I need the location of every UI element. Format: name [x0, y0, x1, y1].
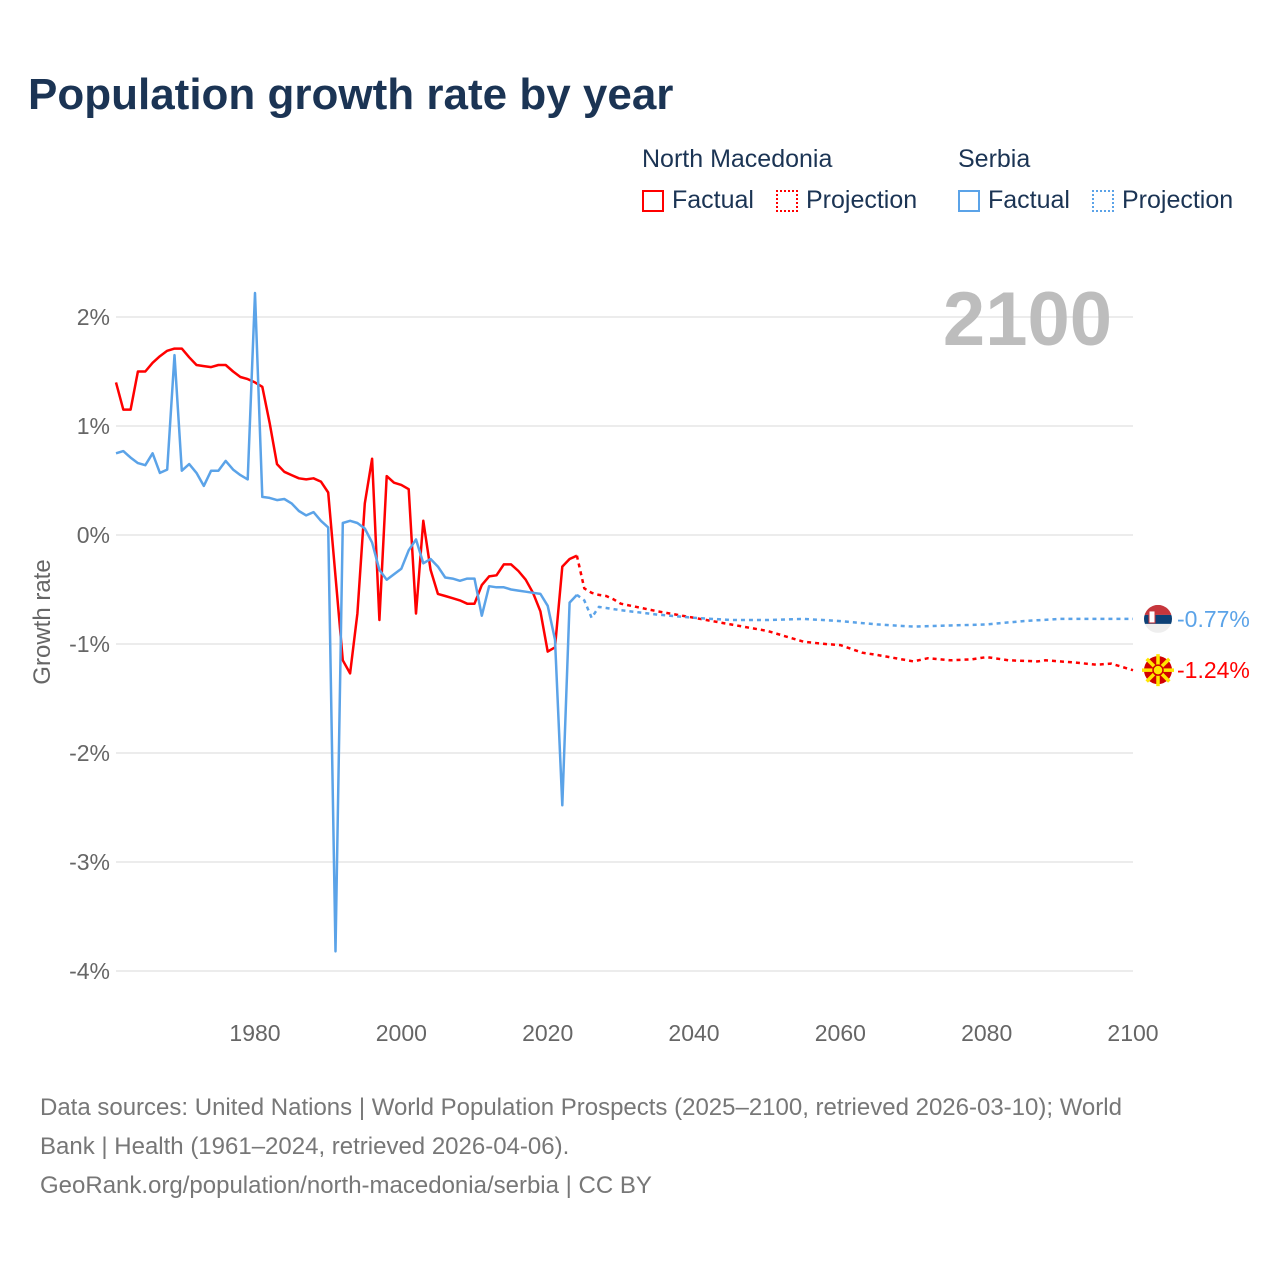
series-line-north-macedonia-factual	[114, 347, 578, 675]
x-tick-label: 2080	[961, 1020, 1012, 1046]
legend-serbia-projection[interactable]: Projection	[1092, 186, 1233, 215]
legend-swatch-solid	[958, 189, 980, 212]
legend-swatch-solid	[642, 189, 664, 212]
end-value-label: -0.77%	[1177, 606, 1250, 632]
flag-coat-of-arms	[1148, 610, 1156, 624]
flag-stripes	[1144, 604, 1172, 633]
legend-label: Factual	[672, 186, 754, 214]
series-line-north-macedonia-projection	[575, 555, 1134, 672]
y-tick-label: 1%	[77, 413, 110, 439]
legend-serbia-factual[interactable]: Factual	[958, 186, 1070, 215]
x-tick-label: 2020	[522, 1020, 573, 1046]
legend-label: Factual	[988, 186, 1070, 214]
legend-group-north-macedonia: North Macedonia	[642, 145, 833, 173]
y-tick-label: -1%	[69, 631, 110, 657]
flag-blue-stripe	[1144, 614, 1172, 624]
flag-white-stripe	[1144, 623, 1172, 633]
y-tick-label: -4%	[69, 958, 110, 984]
footer: Data sources: United Nations | World Pop…	[40, 1088, 1240, 1205]
source-link[interactable]: GeoRank.org/population/north-macedonia/s…	[40, 1172, 652, 1199]
year-overlay: 2100	[942, 277, 1112, 362]
chart-title: Population growth rate by year	[28, 70, 674, 119]
x-tick-label: 2060	[815, 1020, 866, 1046]
x-tick-label: 2040	[668, 1020, 719, 1046]
flag-sun	[1152, 664, 1164, 676]
legend-swatch-dotted	[1092, 189, 1114, 212]
legend-label: Projection	[806, 186, 918, 214]
data-sources-line1: Data sources: United Nations | World Pop…	[40, 1094, 1122, 1121]
legend-swatch-dotted	[776, 189, 798, 212]
flag-red-stripe	[1144, 604, 1172, 615]
flag-north-macedonia-icon	[1142, 654, 1174, 687]
x-tick-label: 1980	[229, 1020, 280, 1046]
x-tick-label: 2100	[1107, 1020, 1158, 1046]
legend-nm-factual[interactable]: Factual	[642, 186, 754, 215]
legend-label: Projection	[1122, 186, 1234, 214]
end-value-label: -1.24%	[1177, 657, 1250, 683]
y-tick-label: 2%	[77, 304, 110, 330]
legend-nm-projection[interactable]: Projection	[776, 186, 917, 215]
y-tick-label: 0%	[77, 522, 110, 548]
data-sources-line2: Bank | Health (1961–2024, retrieved 2026…	[40, 1133, 570, 1160]
series-line-serbia-factual	[115, 291, 578, 953]
series-line-serbia-projection	[576, 593, 1133, 628]
flag-serbia-icon	[1144, 604, 1172, 633]
y-tick-label: -2%	[69, 740, 110, 766]
y-axis-label: Growth rate	[29, 559, 56, 684]
x-tick-label: 2000	[376, 1020, 427, 1046]
y-tick-label: -3%	[69, 849, 110, 875]
legend-group-serbia: Serbia	[958, 145, 1031, 173]
